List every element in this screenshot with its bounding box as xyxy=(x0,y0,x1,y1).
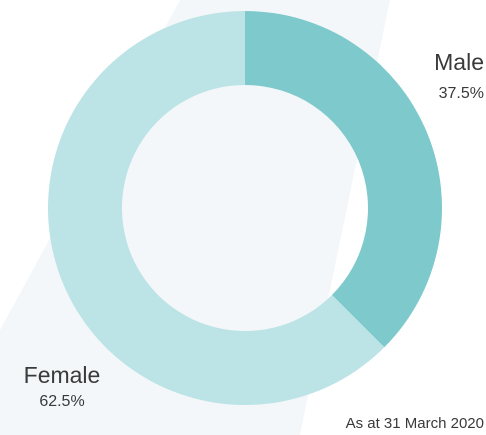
annotation: As at 31 March 2020 xyxy=(346,415,484,432)
category-label: Male xyxy=(434,49,484,75)
value-label: 37.5% xyxy=(439,85,484,102)
category-label: Female xyxy=(24,362,101,388)
value-label: 62.5% xyxy=(39,393,84,410)
donut-segment xyxy=(48,11,385,405)
donut-segment xyxy=(245,11,443,348)
